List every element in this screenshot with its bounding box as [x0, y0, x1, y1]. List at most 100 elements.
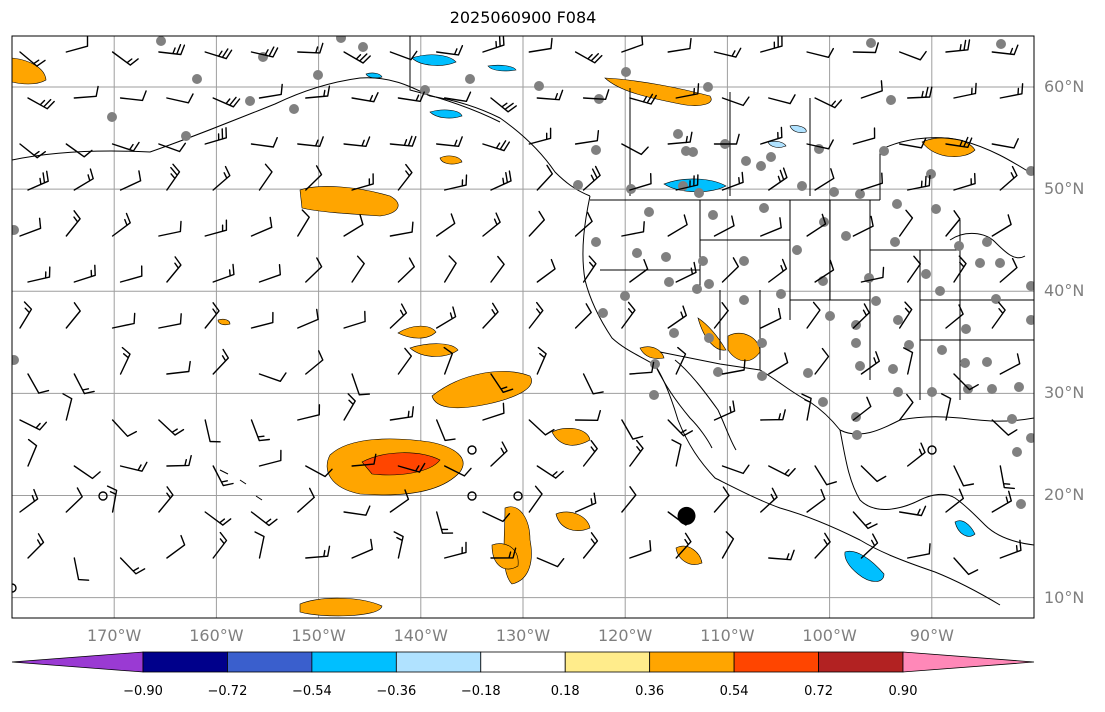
wind-barb — [806, 139, 834, 150]
station-dot — [192, 74, 202, 84]
wind-barb — [305, 465, 333, 478]
station-dot — [803, 368, 813, 378]
wind-barb — [212, 348, 229, 375]
wind-barb — [158, 419, 185, 436]
wind-barb — [351, 92, 379, 103]
station-dot — [741, 156, 751, 166]
wind-barb — [119, 170, 142, 191]
wind-barb — [106, 485, 118, 513]
wind-barb — [111, 419, 137, 437]
station-dot — [961, 324, 971, 334]
latitude-label: 60°N — [1044, 77, 1085, 97]
wind-barb — [297, 308, 319, 329]
longitude-label: 110°W — [700, 626, 755, 645]
longitude-label: 140°W — [393, 626, 448, 645]
wind-barb — [814, 347, 830, 375]
station-dot — [851, 412, 861, 422]
great-lakes — [949, 233, 1026, 259]
wind-barb — [490, 547, 517, 559]
wind-barb — [860, 80, 883, 99]
wind-barb — [907, 86, 933, 99]
colorbar-tick-label: 0.36 — [635, 684, 665, 699]
wind-barb — [536, 258, 556, 283]
station-dot — [756, 161, 766, 171]
station-dot — [792, 245, 802, 255]
station-dot — [841, 231, 851, 241]
station-dot — [664, 277, 674, 287]
wind-barb — [158, 313, 182, 329]
wind-barb — [444, 91, 472, 102]
station-dots — [12, 36, 1034, 509]
colorbar-segment — [311, 651, 397, 673]
wind-barb — [713, 302, 729, 329]
station-dot — [866, 38, 876, 48]
wind-barb — [768, 258, 788, 283]
wind-barb — [389, 221, 414, 237]
wind-barb — [389, 303, 408, 329]
wind-barb — [721, 171, 744, 191]
wind-barb — [621, 221, 645, 237]
shade-region — [491, 543, 519, 570]
wind-barb — [343, 214, 364, 237]
station-dot — [825, 311, 835, 321]
wind-barb — [991, 490, 1012, 513]
wind-barb — [73, 168, 94, 191]
wind-barb — [436, 419, 456, 442]
wind-barb — [536, 89, 564, 101]
station-dot — [12, 225, 19, 235]
wind-barb — [119, 557, 146, 575]
wind-barb — [582, 89, 610, 100]
wind-barbs — [19, 36, 1024, 581]
station-dot — [573, 180, 583, 190]
wind-barb — [343, 505, 371, 516]
wind-barb — [806, 213, 827, 237]
wind-barb — [582, 255, 597, 283]
wind-barb — [65, 210, 81, 237]
colorbar-tick-label: 0.54 — [719, 684, 749, 699]
wind-barb — [945, 136, 973, 148]
wind-barb — [574, 51, 603, 64]
wind-barb — [166, 93, 194, 104]
wind-barb — [250, 511, 278, 527]
wind-barb — [204, 219, 228, 237]
station-dot — [776, 289, 786, 299]
colorbar-segment — [564, 651, 651, 673]
wind-barb — [389, 406, 414, 421]
station-dot — [649, 390, 659, 400]
station-dot — [995, 258, 1005, 268]
wind-barb — [860, 266, 885, 283]
station-dot — [620, 291, 630, 301]
wind-barb — [713, 215, 735, 237]
shade-region — [551, 427, 591, 446]
wind-barb — [297, 42, 324, 54]
shade-region — [409, 343, 459, 357]
wind-barb — [899, 393, 914, 421]
wind-barb — [953, 465, 975, 487]
wind-barb — [343, 310, 366, 329]
station-dot — [107, 112, 117, 122]
wind-barb — [490, 373, 514, 393]
wind-barb — [204, 511, 232, 526]
wind-barb — [389, 50, 418, 61]
station-dot — [893, 387, 903, 397]
wind-barb — [19, 419, 47, 431]
wind-barb — [27, 266, 51, 283]
shade-region — [431, 371, 532, 409]
wind-barb — [814, 168, 835, 191]
wind-barb — [806, 301, 821, 329]
station-dot — [692, 284, 702, 294]
wind-barb — [713, 486, 730, 513]
station-dot — [975, 258, 985, 268]
wind-barb — [953, 557, 979, 576]
wind-barb — [991, 214, 1012, 237]
wind-barb — [999, 83, 1024, 99]
longitude-label: 160°W — [189, 626, 244, 645]
wind-barb — [212, 263, 235, 283]
wind-barb — [768, 94, 796, 105]
wind-barb — [258, 264, 281, 283]
gulf-of-california — [674, 359, 737, 451]
wind-barb — [621, 143, 649, 156]
wind-barb — [111, 212, 131, 237]
wind-barb — [528, 37, 553, 53]
wind-barb — [27, 170, 49, 191]
